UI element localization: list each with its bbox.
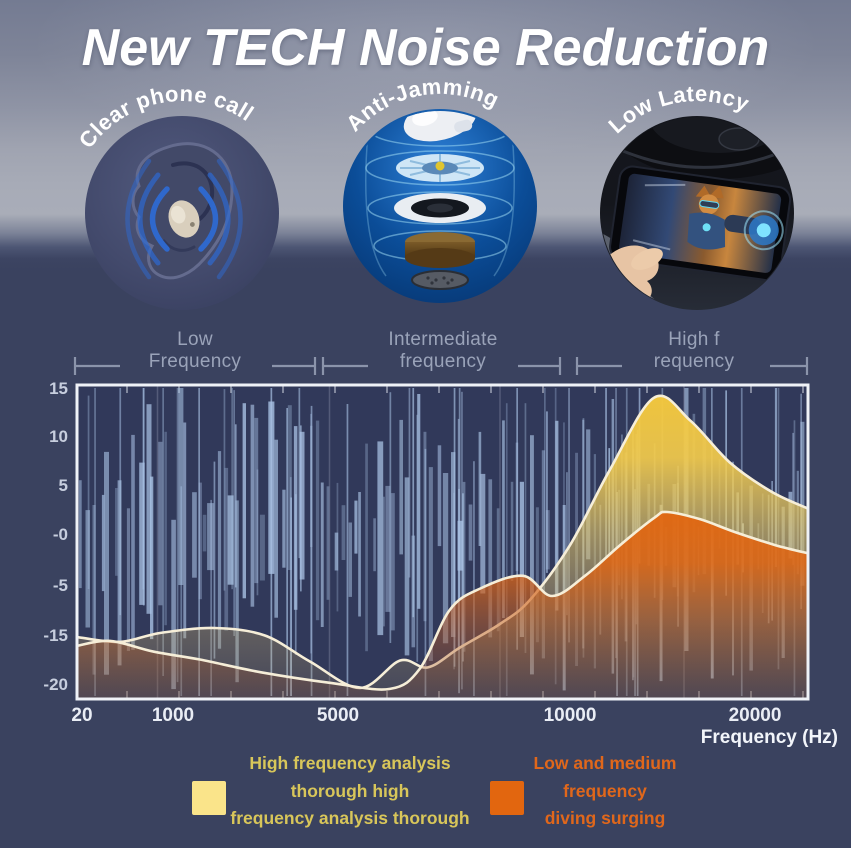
plot-frame: [75, 383, 810, 701]
exploded-earbud-driver-icon: [365, 111, 515, 290]
y-tick-label: 15: [49, 379, 68, 398]
section-label-high-frequency: High f requency: [653, 329, 735, 372]
ear-with-earbud-icon: [125, 142, 243, 280]
sound-wave-right-icon: [198, 158, 243, 280]
x-tick-label: 1000: [151, 705, 195, 726]
feature-anti-jamming: Anti-Jamming: [341, 74, 537, 303]
x-tick-label: 10000: [543, 705, 597, 726]
section-bracket: [321, 357, 562, 375]
frequency-response-chart: [73, 357, 810, 701]
y-tick-label: -5: [52, 576, 68, 595]
y-tick-label: -15: [43, 626, 68, 645]
feature-clear-phone-call: Clear phone call: [74, 81, 279, 310]
sound-wave-left-icon: [125, 158, 170, 280]
x-tick-label: 20000: [728, 705, 782, 726]
y-tick-label: -20: [43, 675, 68, 694]
legend-label-high-frequency: High frequency analysis thorough high fr…: [230, 753, 470, 828]
game-character-icon: [695, 185, 724, 199]
y-tick-label: 10: [49, 427, 68, 446]
y-tick-label: -0: [52, 525, 68, 544]
section-label-low-frequency: Low Frequency: [148, 329, 242, 372]
x-tick-label: 20: [71, 705, 93, 726]
feature-low-latency: Low Latency: [600, 81, 794, 310]
legend-label-low-medium-frequency: Low and medium frequency diving surging: [533, 753, 677, 828]
x-axis-title: Frequency (Hz): [700, 727, 838, 748]
section-label-intermediate-frequency: Intermediate frequency: [388, 329, 498, 372]
x-tick-label: 5000: [316, 705, 360, 726]
y-tick-label: 5: [58, 476, 68, 495]
section-bracket: [575, 357, 809, 375]
legend-swatch-low-medium-frequency: [490, 781, 524, 815]
area-series-low-medium-frequency: [78, 510, 807, 698]
page-title: New TECH Noise Reduction: [81, 19, 770, 77]
section-bracket: [73, 357, 317, 375]
legend-swatch-high-frequency: [192, 781, 226, 815]
